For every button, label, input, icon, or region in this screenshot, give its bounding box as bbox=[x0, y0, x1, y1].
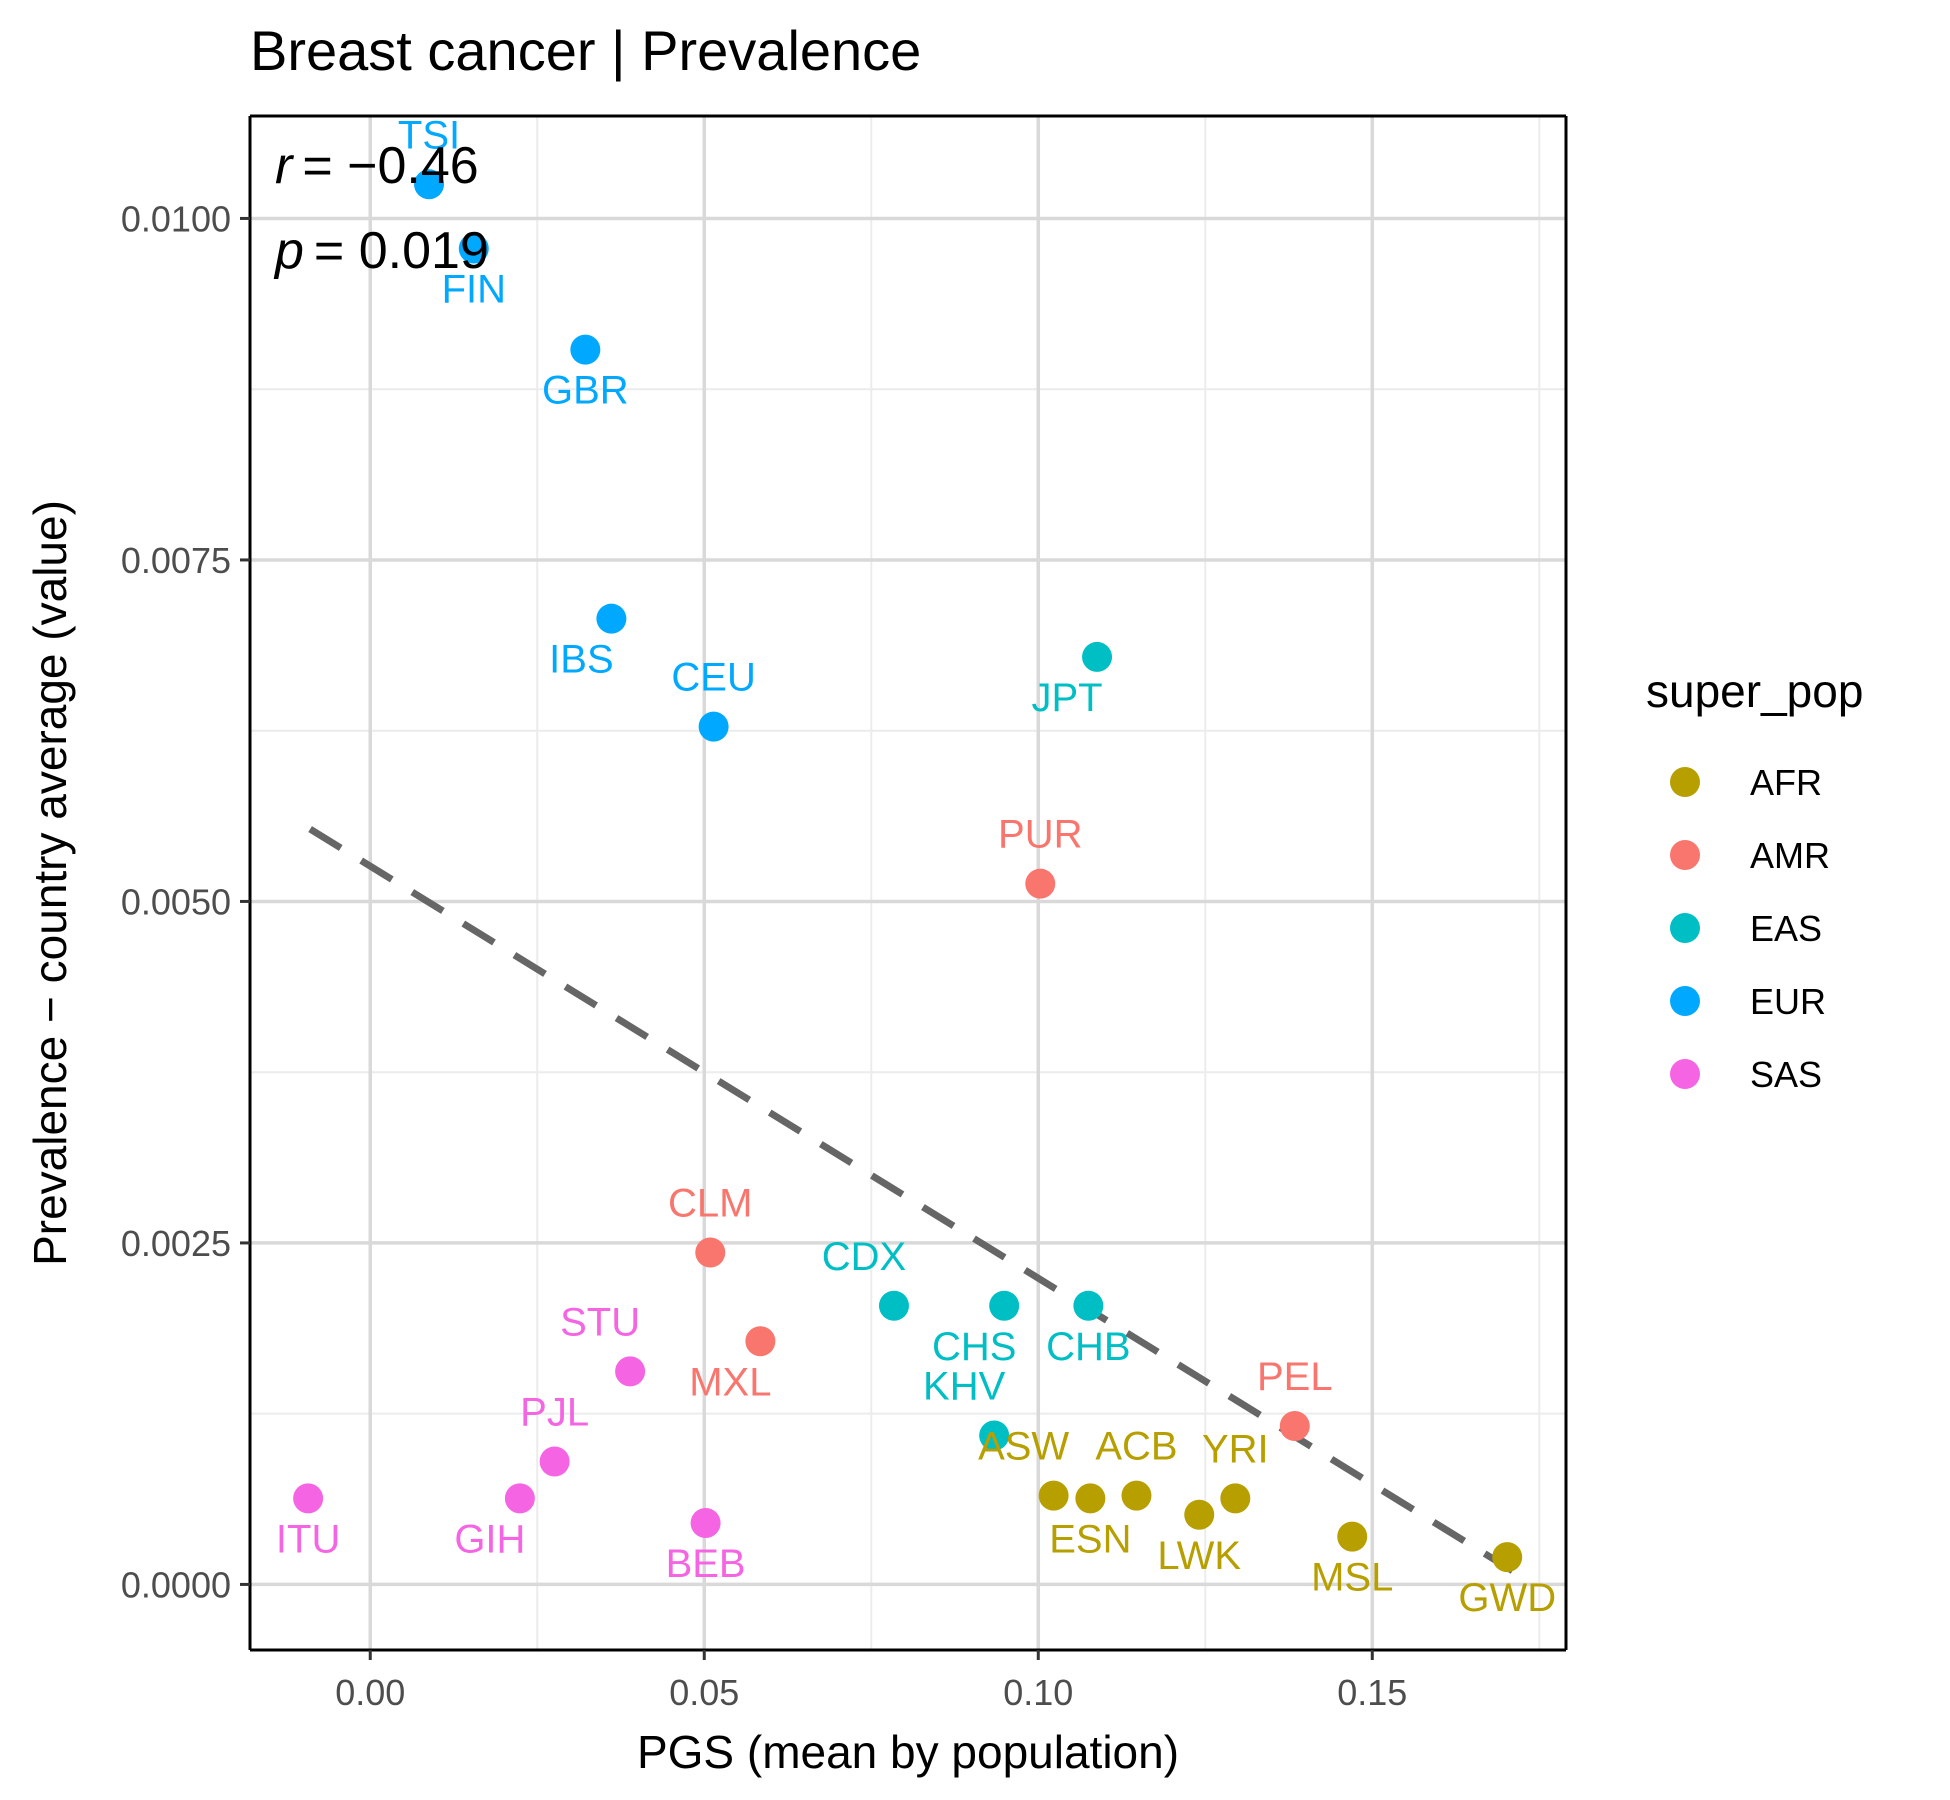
data-point-chb bbox=[1073, 1290, 1104, 1321]
r-label: r bbox=[275, 137, 295, 195]
data-point-stu bbox=[615, 1356, 646, 1387]
legend-label-eur: EUR bbox=[1750, 981, 1826, 1022]
data-point-label-jpt: JPT bbox=[1031, 676, 1102, 720]
data-point-label-ceu: CEU bbox=[671, 656, 755, 700]
legend-key-eur bbox=[1670, 986, 1700, 1016]
data-points bbox=[293, 169, 1523, 1573]
axes bbox=[248, 114, 1568, 1652]
data-point-pel bbox=[1279, 1410, 1310, 1441]
r-value: = −0.46 bbox=[302, 137, 478, 195]
x-tick-label: 0.00 bbox=[335, 1672, 405, 1713]
legend-key-sas bbox=[1670, 1059, 1700, 1089]
legend-key-eas bbox=[1670, 913, 1700, 943]
data-point-clm bbox=[695, 1237, 726, 1268]
data-point-lwk bbox=[1184, 1499, 1215, 1530]
data-point-label-yri: YRI bbox=[1202, 1427, 1269, 1471]
data-point-label-stu: STU bbox=[560, 1300, 640, 1344]
data-point-acb bbox=[1121, 1480, 1152, 1511]
data-point-ceu bbox=[698, 711, 729, 742]
data-point-jpt bbox=[1082, 641, 1113, 672]
data-point-label-khv: KHV bbox=[923, 1365, 1006, 1409]
data-point-mxl bbox=[745, 1326, 776, 1357]
data-point-gih bbox=[504, 1483, 535, 1514]
data-point-label-fin: FIN bbox=[442, 268, 506, 312]
y-axis-ticks: 0.0000 0.0025 0.0050 0.0075 0.0100 bbox=[121, 198, 250, 1605]
p-statistic: p = 0.019 bbox=[273, 222, 489, 280]
data-point-chs bbox=[989, 1290, 1020, 1321]
minor-grid bbox=[250, 116, 1566, 1650]
data-point-labels: TSI FIN GBR IBS CEU JPT PUR CLM MXL CDX CHS CHB KHV P… bbox=[276, 113, 1556, 1620]
legend-label-eas: EAS bbox=[1750, 908, 1822, 949]
y-axis-label: Prevalence − country average (value) bbox=[24, 500, 76, 1266]
y-tick-label: 0.0100 bbox=[121, 198, 231, 239]
x-axis-label: PGS (mean by population) bbox=[637, 1726, 1179, 1778]
data-point-cdx bbox=[878, 1290, 909, 1321]
data-point-khv bbox=[979, 1420, 1010, 1451]
x-tick-label: 0.10 bbox=[1003, 1672, 1073, 1713]
data-point-ibs bbox=[596, 603, 627, 634]
data-point-itu bbox=[293, 1483, 324, 1514]
y-tick-label: 0.0050 bbox=[121, 881, 231, 922]
data-point-label-acb: ACB bbox=[1095, 1425, 1177, 1469]
data-point-label-gwd: GWD bbox=[1458, 1576, 1556, 1620]
data-point-esn bbox=[1075, 1483, 1106, 1514]
legend-entries: AFR AMR EAS EUR SAS bbox=[1670, 762, 1830, 1095]
r-statistic: r = −0.46 bbox=[275, 137, 479, 195]
data-point-label-esn: ESN bbox=[1049, 1517, 1131, 1561]
data-point-msl bbox=[1337, 1521, 1368, 1552]
x-axis-ticks: 0.00 0.05 0.10 0.15 bbox=[335, 1650, 1407, 1713]
y-tick-label: 0.0075 bbox=[121, 540, 231, 581]
data-point-fin bbox=[458, 233, 489, 264]
data-point-label-beb: BEB bbox=[666, 1542, 746, 1586]
data-point-label-gbr: GBR bbox=[542, 369, 629, 413]
legend-label-afr: AFR bbox=[1750, 762, 1822, 803]
x-tick-label: 0.15 bbox=[1337, 1672, 1407, 1713]
data-point-label-pur: PUR bbox=[998, 813, 1082, 857]
data-point-label-chs: CHS bbox=[932, 1325, 1016, 1369]
legend-label-sas: SAS bbox=[1750, 1054, 1822, 1095]
data-point-label-clm: CLM bbox=[668, 1181, 752, 1225]
data-point-label-lwk: LWK bbox=[1157, 1534, 1241, 1578]
legend: super_pop AFR AMR EAS EUR SAS bbox=[1646, 665, 1863, 1095]
data-point-pjl bbox=[539, 1446, 570, 1477]
data-point-gbr bbox=[570, 334, 601, 365]
legend-key-amr bbox=[1670, 840, 1700, 870]
correlation-stats: r = −0.46 p = 0.019 bbox=[273, 137, 489, 280]
legend-title: super_pop bbox=[1646, 665, 1863, 717]
data-point-label-mxl: MXL bbox=[689, 1360, 771, 1404]
data-point-beb bbox=[690, 1507, 721, 1538]
data-point-label-chb: CHB bbox=[1046, 1325, 1130, 1369]
data-point-tsi bbox=[414, 169, 445, 200]
y-tick-label: 0.0025 bbox=[121, 1223, 231, 1264]
data-point-label-ibs: IBS bbox=[549, 638, 613, 682]
data-point-label-tsi: TSI bbox=[398, 113, 460, 157]
legend-key-afr bbox=[1670, 767, 1700, 797]
x-tick-label: 0.05 bbox=[669, 1672, 739, 1713]
data-point-label-asw: ASW bbox=[978, 1425, 1069, 1469]
data-point-label-pjl: PJL bbox=[520, 1390, 589, 1434]
legend-label-amr: AMR bbox=[1750, 835, 1830, 876]
data-point-label-gih: GIH bbox=[454, 1517, 525, 1561]
y-tick-label: 0.0000 bbox=[121, 1564, 231, 1605]
data-point-label-pel: PEL bbox=[1257, 1355, 1333, 1399]
data-point-label-cdx: CDX bbox=[822, 1235, 906, 1279]
data-point-pur bbox=[1025, 868, 1056, 899]
data-point-label-itu: ITU bbox=[276, 1517, 340, 1561]
p-value: = 0.019 bbox=[314, 222, 489, 280]
data-point-label-msl: MSL bbox=[1311, 1556, 1393, 1600]
chart-title: Breast cancer | Prevalence bbox=[250, 19, 921, 82]
p-label: p bbox=[273, 222, 304, 280]
data-point-asw bbox=[1038, 1480, 1069, 1511]
data-point-yri bbox=[1220, 1483, 1251, 1514]
data-point-gwd bbox=[1492, 1542, 1523, 1573]
